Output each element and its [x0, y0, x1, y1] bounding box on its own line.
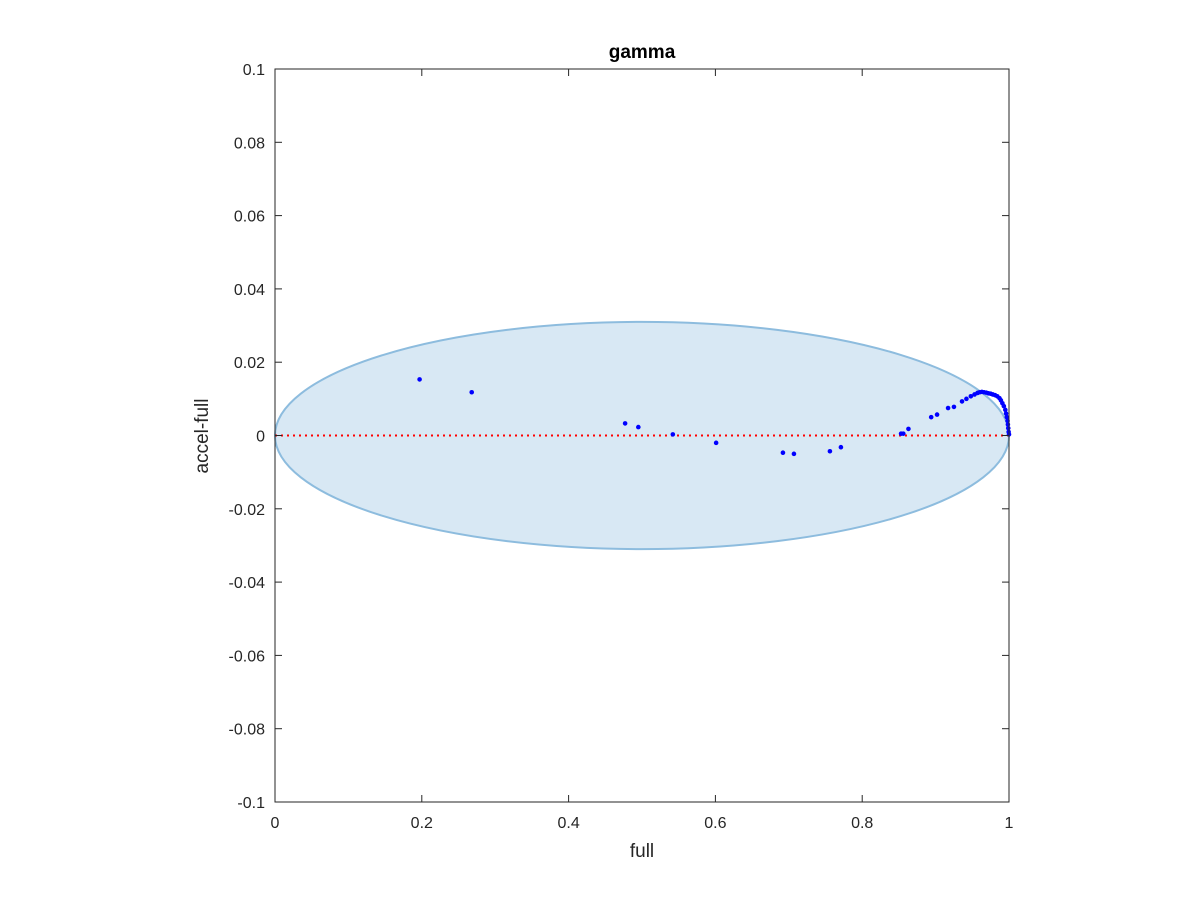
data-point	[906, 426, 911, 432]
y-tick-label: 0.02	[234, 355, 265, 372]
y-tick-label: -0.04	[229, 575, 266, 592]
data-point	[791, 451, 797, 457]
x-tick-label: 1	[1005, 815, 1014, 832]
data-point	[901, 431, 906, 436]
data-point	[827, 448, 833, 454]
y-tick-label: 0.04	[234, 282, 265, 299]
y-tick-label: -0.02	[229, 502, 266, 519]
data-point	[469, 389, 475, 395]
y-tick-label: -0.08	[229, 722, 266, 739]
data-point	[1004, 414, 1010, 420]
data-point	[1003, 411, 1009, 416]
data-point	[968, 393, 974, 399]
y-axis-label: accel-full	[192, 399, 213, 474]
x-tick-label: 0	[271, 815, 280, 832]
y-tick-label: -0.06	[229, 648, 266, 665]
tick-marks	[274, 68, 1010, 803]
data-point	[838, 444, 844, 450]
y-tick-labels: 0.1 0.08 0.06 0.04 0.02 0 -0.02 -0.04 -0.06 -0.08…	[229, 62, 266, 812]
y-tick-label: 0	[256, 429, 265, 446]
x-axis-label: full	[630, 841, 654, 862]
y-tick-label: 0.1	[243, 62, 265, 79]
data-point	[713, 440, 719, 446]
y-tick-label: -0.1	[237, 795, 265, 812]
data-point	[959, 399, 965, 404]
data-point	[670, 432, 676, 437]
chart-title: gamma	[609, 42, 676, 63]
data-point	[417, 377, 422, 382]
x-tick-label: 0.4	[557, 815, 579, 832]
data-point	[1003, 407, 1008, 413]
data-point	[636, 424, 641, 430]
data-point	[622, 421, 628, 426]
data-point	[928, 414, 934, 420]
y-tick-label: 0.06	[234, 209, 265, 226]
x-tick-labels: 0 0.2 0.4 0.6 0.8 1	[271, 815, 1014, 832]
data-point	[945, 405, 951, 411]
x-tick-label: 0.6	[704, 815, 726, 832]
y-tick-label: 0.08	[234, 135, 265, 152]
data-point	[951, 404, 957, 410]
data-point	[934, 412, 940, 417]
x-tick-label: 0.2	[411, 815, 433, 832]
data-point	[780, 450, 786, 456]
data-point	[964, 396, 969, 402]
x-tick-label: 0.8	[851, 815, 873, 832]
data-points	[417, 377, 1012, 457]
data-point	[1001, 403, 1007, 409]
